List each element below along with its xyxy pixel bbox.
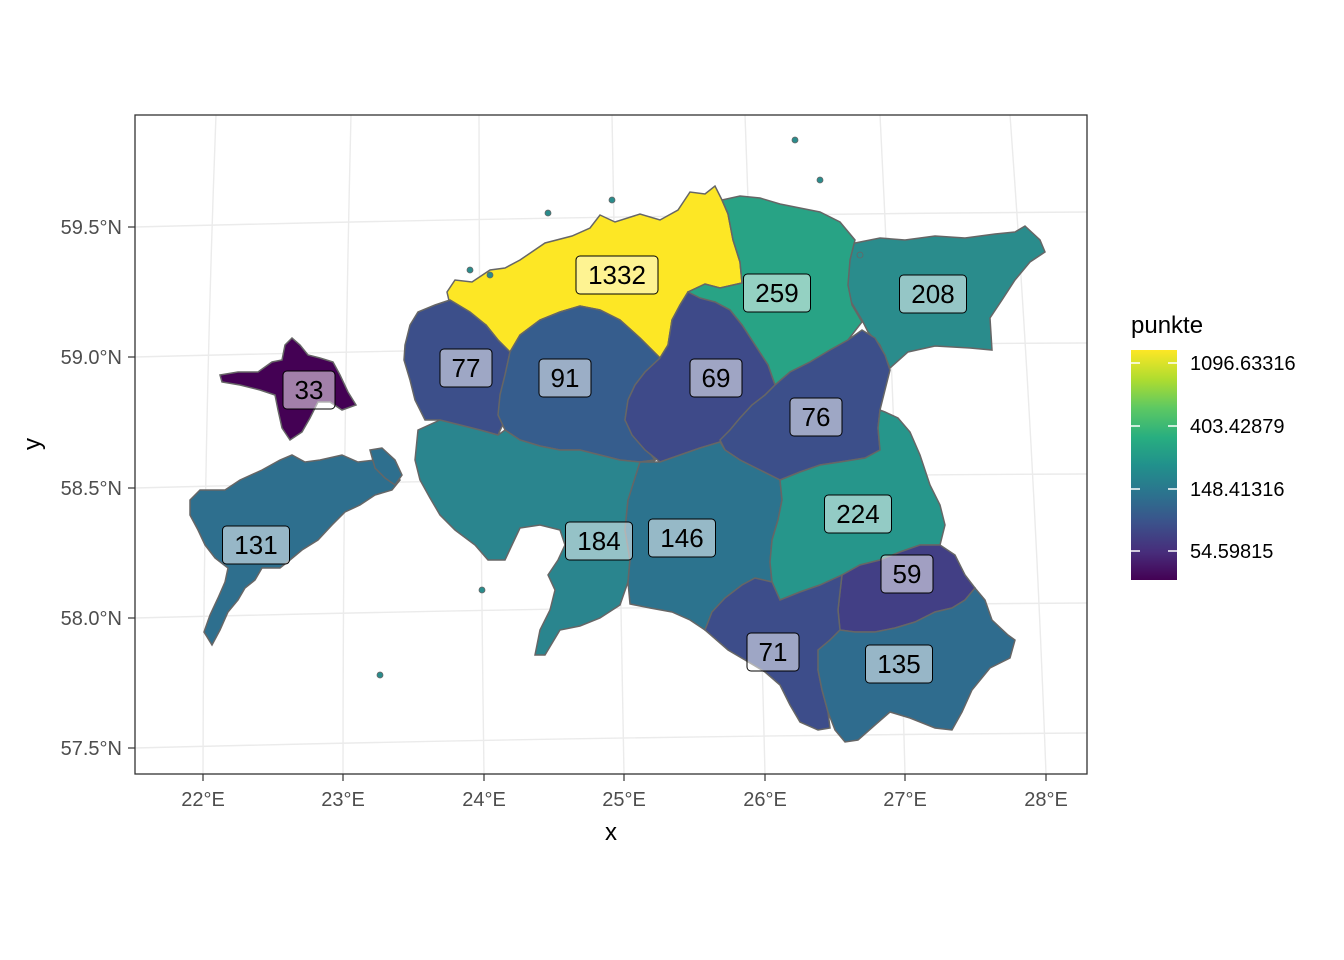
- legend: punkte 1096.63316 403.42879 148.41316 54.59…: [1131, 312, 1296, 580]
- count-label-box: [789, 397, 843, 437]
- count-label-box: [439, 348, 493, 388]
- count-label-laane-viru: 259: [755, 278, 798, 308]
- x-tick-label: 28°E: [1024, 789, 1068, 811]
- count-label-box: [824, 494, 892, 534]
- count-label-saare: 131: [234, 530, 277, 560]
- region-saare: [189, 454, 402, 647]
- count-label-harju: 1332: [588, 260, 646, 290]
- count-label-tartu: 224: [836, 499, 879, 529]
- count-label-box: [222, 525, 290, 565]
- y-tick-label: 57.5°N: [61, 738, 122, 760]
- meridian-gridline: [342, 114, 352, 775]
- count-label-box: [746, 632, 800, 672]
- count-label-box: [689, 358, 743, 398]
- islet: [466, 266, 474, 274]
- count-label-box: [865, 644, 933, 684]
- count-label-box: [880, 554, 934, 594]
- islet: [376, 671, 384, 679]
- y-tick-label: 58.0°N: [61, 608, 122, 630]
- islet: [791, 136, 799, 144]
- region-saare: [369, 447, 403, 487]
- legend-label: 403.42879: [1190, 416, 1285, 438]
- count-label-viljandi: 146: [660, 523, 703, 553]
- meridian-gridline: [1009, 114, 1047, 775]
- count-label-valga: 71: [759, 637, 788, 667]
- y-tick-label: 58.5°N: [61, 478, 122, 500]
- count-label-box: [565, 521, 633, 561]
- x-tick-label: 22°E: [181, 789, 225, 811]
- y-tick-label: 59.0°N: [61, 347, 122, 369]
- x-tick-label: 26°E: [743, 789, 787, 811]
- x-tick-label: 27°E: [883, 789, 927, 811]
- count-label-box: [743, 273, 811, 313]
- count-label-voru: 135: [877, 649, 920, 679]
- legend-label: 1096.63316: [1190, 353, 1296, 375]
- y-axis-title: y: [19, 438, 46, 450]
- islet: [608, 196, 616, 204]
- legend-label: 148.41316: [1190, 479, 1285, 501]
- islet: [486, 271, 494, 279]
- x-tick-label: 23°E: [321, 789, 365, 811]
- islet: [816, 176, 824, 184]
- count-label-box: [282, 370, 336, 410]
- count-label-ida-viru: 208: [911, 279, 954, 309]
- legend-colorbar: [1131, 350, 1177, 580]
- count-label-box: [648, 518, 716, 558]
- count-label-box: [538, 358, 592, 398]
- y-tick-label: 59.5°N: [61, 217, 122, 239]
- islet: [856, 251, 864, 259]
- count-label-polva: 59: [893, 559, 922, 589]
- legend-title: punkte: [1131, 312, 1203, 339]
- count-labels-layer: 1332 208 259 33 77 91 69 76 131 184 146 224 59 71 135: [222, 255, 967, 684]
- count-label-rapla: 91: [551, 363, 580, 393]
- plot-border: [134, 114, 1088, 775]
- islet: [544, 209, 552, 217]
- count-label-jarva: 69: [702, 363, 731, 393]
- region-parnu: [414, 419, 657, 656]
- count-label-hiiu: 33: [295, 375, 324, 405]
- x-tick-label: 24°E: [462, 789, 506, 811]
- parallel-gridline: [134, 732, 1088, 749]
- count-label-jogeva: 76: [802, 402, 831, 432]
- count-label-box: [575, 255, 659, 295]
- parallel-gridline: [134, 211, 1088, 228]
- x-axis-title: x: [605, 819, 617, 846]
- count-label-laane: 77: [452, 353, 481, 383]
- x-tick-label: 25°E: [602, 789, 646, 811]
- count-label-parnu: 184: [577, 526, 620, 556]
- meridian-gridline: [202, 114, 217, 775]
- legend-label: 54.59815: [1190, 541, 1273, 563]
- islet: [478, 586, 486, 594]
- count-label-box: [899, 274, 967, 314]
- axes: 22°E 23°E 24°E 25°E 26°E 27°E 28°E 59.5°N 59.0°N…: [61, 217, 1068, 811]
